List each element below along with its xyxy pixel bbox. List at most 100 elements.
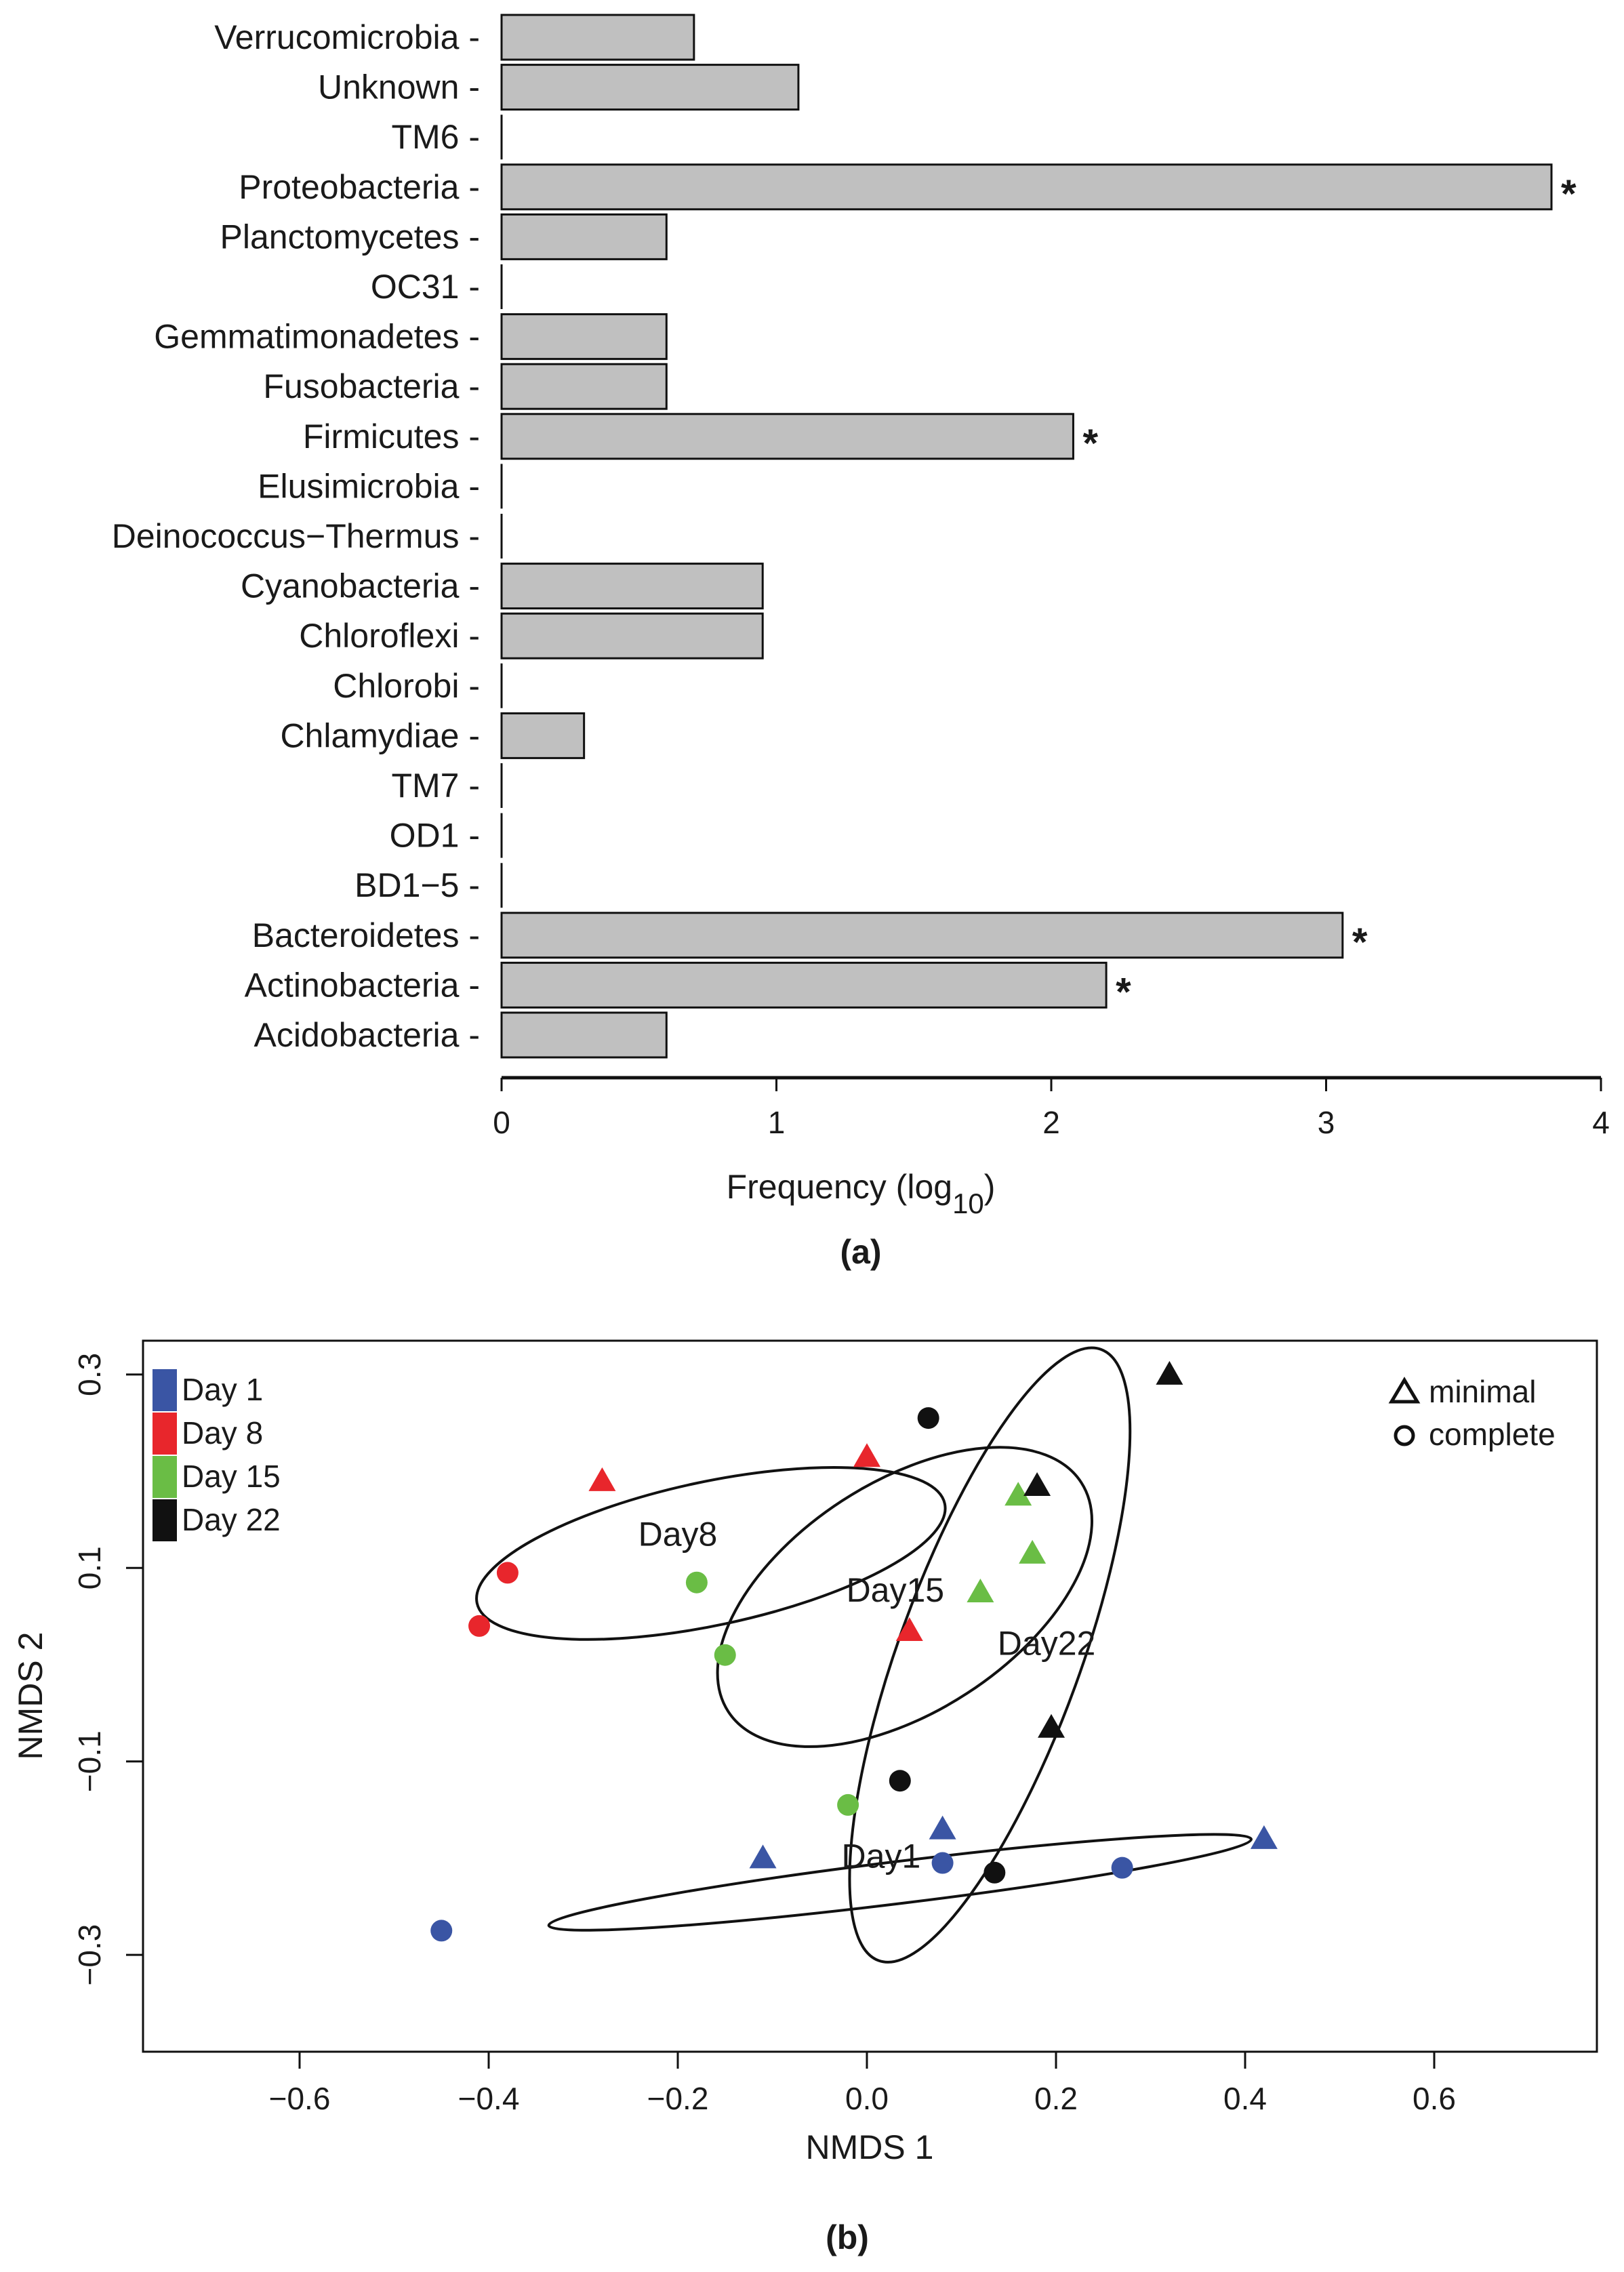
legend-swatch xyxy=(153,1413,177,1455)
point-minimal xyxy=(853,1443,880,1467)
ellipse-label: Day22 xyxy=(998,1625,1096,1663)
point-minimal xyxy=(929,1815,956,1840)
point-complete xyxy=(983,1861,1006,1884)
x-tick-label: 2 xyxy=(1042,1105,1060,1140)
category-label: Firmicutes - xyxy=(303,418,480,455)
ellipse-day15 xyxy=(716,1446,1093,1748)
bar-planctomycetes xyxy=(500,213,668,260)
bar-unknown xyxy=(500,64,800,111)
category-labels: Verrucomicrobia - Unknown - TM6 - Proteobac… xyxy=(112,18,480,1054)
significance-star: * xyxy=(1352,920,1368,965)
ellipse-day1 xyxy=(547,1833,1253,1932)
ellipse-labels: Day8 Day15 Day22 Day1 xyxy=(638,1515,1096,1875)
category-label: Proteobacteria - xyxy=(239,168,480,206)
point-complete xyxy=(889,1770,911,1792)
x-tick-label: 0 xyxy=(493,1105,510,1140)
point-minimal xyxy=(588,1467,616,1491)
bar-actinobacteria xyxy=(500,961,1108,1009)
category-label: Cyanobacteria - xyxy=(241,567,480,605)
ellipse-day8 xyxy=(475,1466,947,1641)
point-complete xyxy=(917,1407,939,1429)
bar-proteobacteria xyxy=(500,163,1553,211)
point-complete xyxy=(468,1615,491,1637)
point-complete xyxy=(1111,1857,1133,1879)
point-complete xyxy=(931,1852,954,1874)
bar-cyanobacteria xyxy=(500,563,764,610)
x-tick-label: 1 xyxy=(768,1105,786,1140)
bar-fusobacteria xyxy=(500,363,668,410)
bar-firmicutes xyxy=(500,413,1074,460)
x-tick-label: 3 xyxy=(1318,1105,1335,1140)
category-label: Chlamydiae - xyxy=(280,716,480,754)
x-axis-title: Frequency (log10) xyxy=(727,1168,996,1219)
y-tick-label: 0.3 xyxy=(72,1353,107,1396)
point-minimal xyxy=(895,1617,923,1642)
category-label: OC31 - xyxy=(371,268,480,306)
point-complete xyxy=(685,1571,708,1594)
x-tick-label: 4 xyxy=(1592,1105,1610,1140)
triangle-icon xyxy=(1388,1377,1421,1404)
category-label: Deinococcus−Thermus - xyxy=(112,517,480,555)
category-label: Elusimicrobia - xyxy=(258,467,480,505)
point-complete xyxy=(430,1920,453,1942)
bar-series xyxy=(500,14,1553,1059)
bar-chloroflexi xyxy=(500,612,764,660)
category-label: Chlorobi - xyxy=(333,667,480,705)
x-tick-label: 0.0 xyxy=(845,2081,889,2116)
category-label: Bacteroidetes - xyxy=(252,916,480,954)
x-tick-label: −0.4 xyxy=(458,2081,520,2116)
x-tick-label: −0.2 xyxy=(647,2081,709,2116)
x-tick-label: 0.2 xyxy=(1034,2081,1078,2116)
point-complete xyxy=(714,1644,736,1666)
point-minimal xyxy=(1250,1825,1278,1849)
x-tick-label: 0.4 xyxy=(1223,2081,1267,2116)
x-tick-label: 0.6 xyxy=(1413,2081,1456,2116)
y-tick-label: 0.1 xyxy=(72,1546,107,1589)
point-minimal xyxy=(1156,1360,1183,1385)
shape-legend: minimal complete xyxy=(1388,1374,1556,1452)
significance-markers: * * * * xyxy=(1082,172,1577,1015)
legend-label: minimal xyxy=(1429,1374,1536,1409)
circle-icon xyxy=(1394,1425,1415,1446)
category-label: Chloroflexi - xyxy=(299,617,480,655)
point-complete xyxy=(837,1793,859,1816)
point-minimal xyxy=(967,1578,994,1602)
ellipse-label: Day1 xyxy=(842,1838,921,1875)
legend-swatch xyxy=(153,1499,177,1541)
point-minimal xyxy=(1019,1539,1047,1564)
bar-gemmatimonadetes xyxy=(500,313,668,361)
legend-label: complete xyxy=(1429,1417,1556,1452)
bar-verrucomicrobia xyxy=(500,14,695,61)
y-axis-title: NMDS 2 xyxy=(12,1632,49,1760)
legend-label: Day 22 xyxy=(182,1502,281,1537)
category-label: Acidobacteria - xyxy=(254,1016,481,1054)
point-minimal xyxy=(749,1844,777,1869)
point-minimal xyxy=(1023,1472,1051,1497)
category-label: Actinobacteria - xyxy=(245,966,480,1004)
significance-star: * xyxy=(1116,970,1131,1014)
significance-star: * xyxy=(1082,422,1098,466)
category-label: Unknown - xyxy=(318,68,480,106)
scatter-panel: −0.6 −0.4 −0.2 0.0 0.2 0.4 0.6 −0.3 −0.1 0.1 0.3 D… xyxy=(12,1339,1598,2256)
y-tick-label: −0.3 xyxy=(72,1924,107,1986)
category-label: TM7 - xyxy=(391,767,480,805)
category-label: Planctomycetes - xyxy=(220,218,480,256)
category-label: OD1 - xyxy=(390,817,480,855)
scatter-points xyxy=(430,1360,1278,1942)
axes: −0.6 −0.4 −0.2 0.0 0.2 0.4 0.6 −0.3 −0.1 0.1 0.3 xyxy=(72,1353,1456,2116)
bar-acidobacteria xyxy=(500,1011,668,1059)
day-legend: Day 1 Day 8 Day 15 Day 22 xyxy=(153,1369,281,1541)
legend-label: Day 1 xyxy=(182,1372,263,1407)
x-axis: 0 1 2 3 4 xyxy=(493,1076,1610,1140)
x-tick-label: −0.6 xyxy=(269,2081,331,2116)
panel-label-b: (b) xyxy=(826,2218,869,2256)
plot-frame xyxy=(142,1339,1598,2053)
category-label: Verrucomicrobia - xyxy=(214,18,480,56)
category-label: BD1−5 - xyxy=(354,866,480,904)
category-label: TM6 - xyxy=(391,118,480,156)
bar-chlamydiae xyxy=(500,712,586,759)
point-complete xyxy=(496,1562,519,1584)
bar-chart-panel: Verrucomicrobia - Unknown - TM6 - Proteobac… xyxy=(112,14,1610,1271)
point-minimal xyxy=(1038,1713,1065,1738)
